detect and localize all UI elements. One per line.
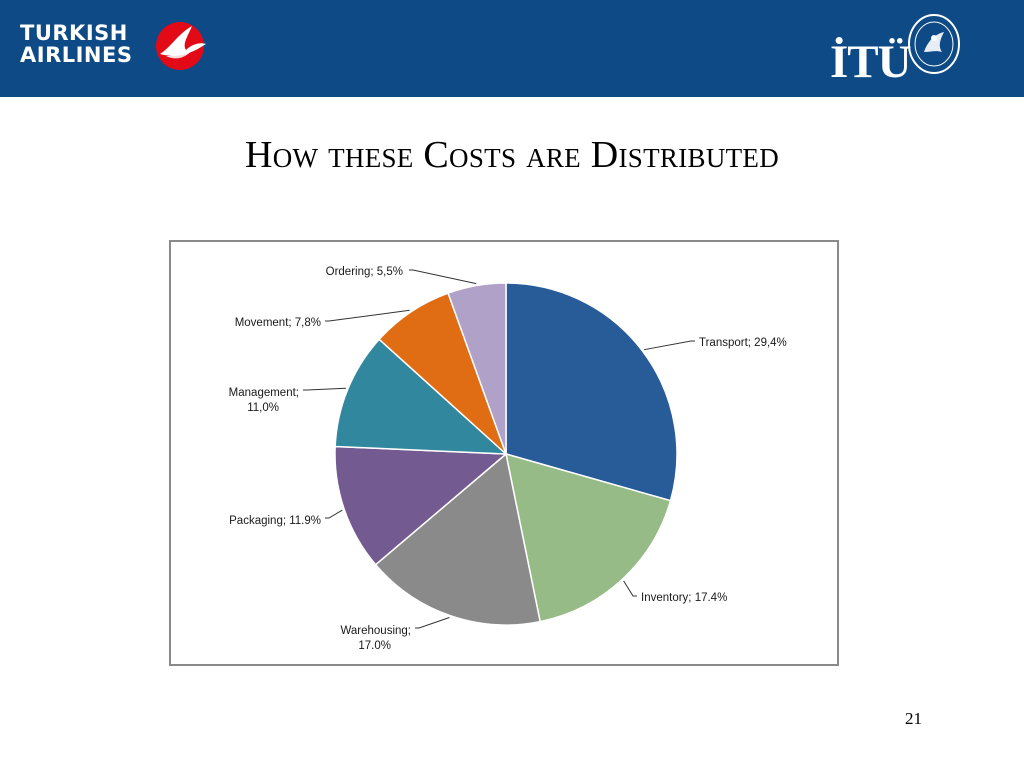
slice-label-inventory: Inventory; 17.4% [641, 592, 727, 604]
pie-slice-inventory [505, 452, 672, 623]
pie-slice-ordering [447, 282, 507, 455]
slide-title: How these Costs are Distributed [244, 134, 780, 176]
page-number: 21 [905, 709, 922, 728]
leader-line-management [303, 387, 346, 391]
pie-slice-management [334, 338, 509, 455]
slice-label-ordering: Ordering; 5,5% [326, 266, 403, 278]
slice-label-transport: Transport; 29,4% [699, 337, 787, 349]
turkish-airlines-logo-text: TURKISH AIRLINES [20, 22, 132, 66]
itu-seal-icon [908, 14, 960, 74]
itu-logo-text: İTÜ [830, 36, 912, 88]
leader-line-warehousing [415, 617, 450, 629]
pie-chart-frame: Transport; 29,4% Inventory; 17.4% Warehous… [169, 240, 839, 666]
pie-slice-packaging [334, 445, 508, 566]
leader-line-ordering [409, 269, 477, 285]
slice-label-packaging: Packaging; 11.9% [229, 515, 321, 527]
pie-chart: Transport; 29,4% Inventory; 17.4% Warehous… [229, 266, 787, 652]
header-bar: TURKISH AIRLINES İTÜ [0, 0, 1024, 97]
turkish-airlines-bird-icon [156, 22, 206, 70]
slice-label-management: Management; 11,0% [229, 387, 299, 414]
leader-line-transport [643, 340, 695, 351]
slice-label-movement: Movement; 7,8% [235, 317, 321, 329]
logo-line-airlines: AIRLINES [20, 43, 133, 67]
leader-line-movement [325, 309, 410, 322]
pie-slice-warehousing [374, 452, 542, 626]
slice-label-warehousing: Warehousing; 17.0% [340, 625, 411, 652]
leader-line-packaging [325, 509, 343, 519]
leader-line-inventory [623, 580, 637, 597]
pie-slice-transport [505, 282, 678, 502]
logo-line-turkish: TURKISH [20, 21, 128, 45]
